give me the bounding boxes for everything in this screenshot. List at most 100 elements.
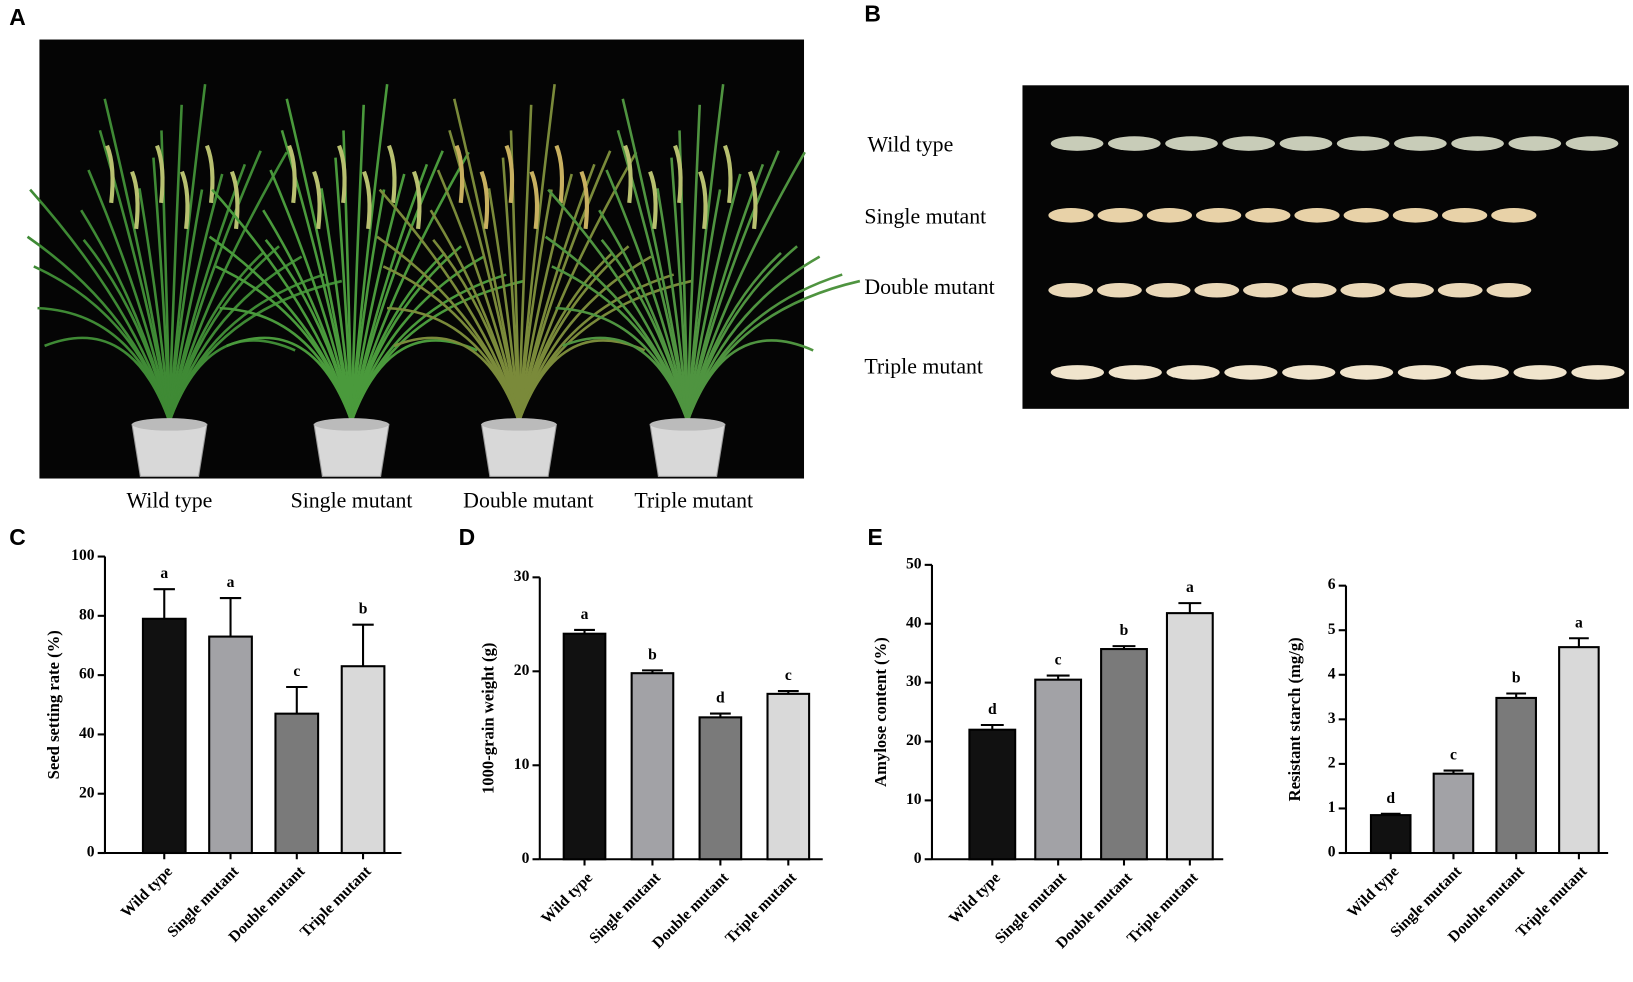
leaf <box>168 189 204 422</box>
grain <box>1245 208 1291 223</box>
leaf <box>168 339 296 422</box>
leaf <box>378 188 521 422</box>
leaf <box>686 189 722 422</box>
x-tick-label: Triple mutant <box>1124 869 1202 947</box>
leaf <box>138 188 171 422</box>
leaf <box>103 98 171 422</box>
y-tick-label: 30 <box>906 673 922 690</box>
significance-label: a <box>581 606 589 623</box>
y-tick-label: 0 <box>522 850 530 867</box>
y-tick-label: 20 <box>79 784 95 801</box>
panicle <box>504 144 515 204</box>
grain <box>1194 282 1240 298</box>
x-tick-label: Wild type <box>1344 863 1402 921</box>
y-tick-label: 10 <box>906 791 922 808</box>
y-tick-label: 4 <box>1328 665 1336 682</box>
grain <box>1166 365 1220 380</box>
y-tick-label: 60 <box>79 666 95 683</box>
grain <box>1451 136 1504 151</box>
panicle <box>105 144 115 204</box>
grain <box>1508 136 1562 151</box>
significance-label: d <box>1386 790 1395 807</box>
photo-label: Wild type <box>127 488 213 512</box>
significance-label: b <box>648 646 657 663</box>
x-tick-label: Triple mutant <box>297 862 375 940</box>
leaf <box>320 188 353 422</box>
y-tick-label: 100 <box>71 547 95 564</box>
leaf <box>285 98 353 422</box>
panel-letter: E <box>867 524 882 550</box>
photo-label: Double mutant <box>864 275 994 299</box>
significance-label: a <box>227 574 235 591</box>
panicle <box>479 170 490 230</box>
pot-rim <box>314 418 389 431</box>
significance-label: b <box>359 601 368 618</box>
leaf <box>656 188 689 422</box>
bar <box>1432 772 1475 855</box>
panel-letter: B <box>864 1 881 27</box>
grain <box>1048 282 1094 298</box>
leaf <box>168 104 183 422</box>
photo-label: Wild type <box>867 133 953 157</box>
panel-letters: A B C D E <box>9 1 882 550</box>
grain <box>1392 208 1439 223</box>
grain <box>1336 136 1390 151</box>
bar <box>1369 814 1412 855</box>
x-tick-label: Triple mutant <box>722 869 800 947</box>
panicle <box>229 170 240 230</box>
y-tick-label: 40 <box>79 725 95 742</box>
panicle <box>747 170 758 230</box>
leaf <box>547 188 689 422</box>
grain <box>1571 365 1625 380</box>
leaf <box>517 189 553 422</box>
bar <box>1558 646 1600 855</box>
panicle <box>130 170 140 230</box>
panicle <box>529 170 540 230</box>
leaf <box>350 189 386 422</box>
leaf <box>686 339 814 422</box>
panicle <box>287 144 297 204</box>
y-axis-label: Amylose content (%) <box>871 637 890 787</box>
grain <box>1224 365 1278 380</box>
y-axis-label: 1000-grain weight (g) <box>479 643 498 794</box>
panicle <box>362 170 372 230</box>
bar <box>141 617 187 855</box>
x-tick-label: Wild type <box>538 869 596 927</box>
y-tick-label: 50 <box>906 555 922 572</box>
pot-rim <box>650 418 725 431</box>
significance-label: c <box>293 663 300 680</box>
panicle <box>648 170 658 230</box>
bar <box>968 728 1017 861</box>
photo-a-labels: Wild type Single mutant Double mutant Tr… <box>127 488 754 512</box>
significance-label: c <box>1450 747 1457 764</box>
grain <box>1243 282 1288 298</box>
grain <box>1222 136 1276 151</box>
y-axis-label: Seed setting rate (%) <box>44 630 63 779</box>
pot-rim <box>132 418 207 431</box>
panicle <box>554 144 565 204</box>
leaf <box>29 188 171 422</box>
bar <box>340 665 386 855</box>
grain <box>1339 365 1394 380</box>
panicle <box>179 170 190 230</box>
y-tick-label: 0 <box>1328 844 1336 861</box>
grain <box>1107 136 1161 151</box>
y-tick-label: 0 <box>87 844 95 861</box>
significance-label: c <box>1055 652 1062 669</box>
grain <box>1455 365 1509 380</box>
pot-rim <box>481 418 557 431</box>
bar <box>1100 648 1148 861</box>
bar <box>562 632 607 861</box>
leaf <box>517 104 533 422</box>
grains <box>1048 136 1625 380</box>
grain <box>1108 365 1162 380</box>
grain <box>1565 136 1619 151</box>
bar <box>1495 696 1537 855</box>
y-tick-label: 1 <box>1328 799 1336 816</box>
grain <box>1340 282 1386 298</box>
leaf <box>350 104 366 422</box>
x-tick-label: Wild type <box>118 863 176 921</box>
photo-grains <box>1022 85 1629 409</box>
grain <box>1394 136 1447 151</box>
